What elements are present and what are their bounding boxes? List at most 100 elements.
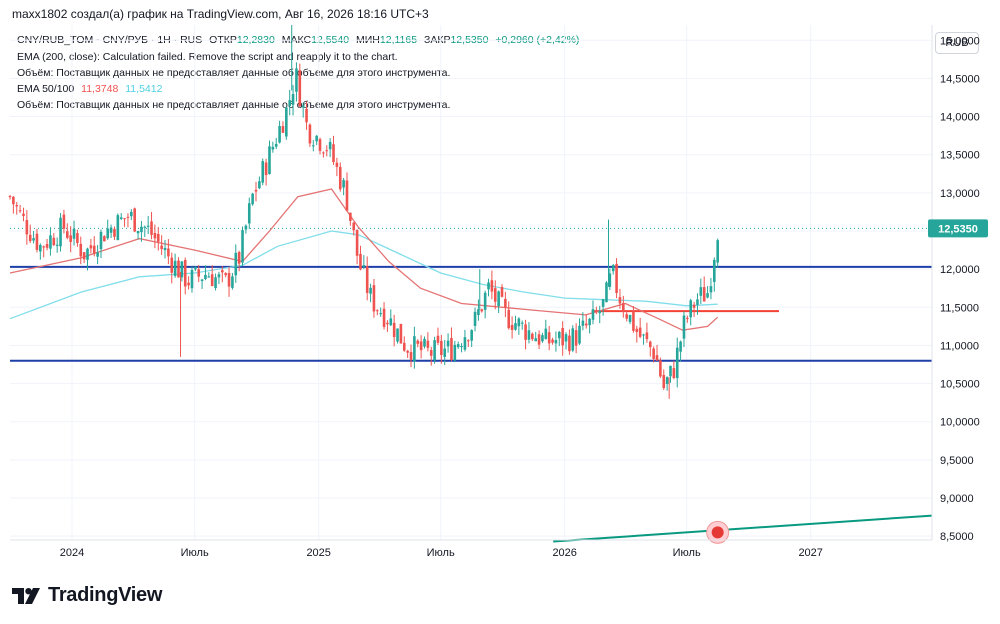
- time-axis: 2024 Июль 2025 Июль 2026 Июль 2027: [10, 539, 932, 559]
- candle-body: [450, 338, 453, 360]
- candle-body: [59, 217, 62, 247]
- candle-body: [716, 240, 719, 263]
- y-tick-label: 13,0000: [940, 188, 980, 200]
- candle-body: [311, 145, 315, 147]
- candle-body: [298, 70, 302, 107]
- candle-body: [231, 276, 234, 288]
- price-chart[interactable]: 15,000014,500014,000013,500013,000012,50…: [0, 25, 1000, 575]
- candle-body: [28, 234, 32, 241]
- candle-body: [109, 227, 113, 233]
- candle-body: [493, 288, 497, 302]
- candle-body: [638, 327, 642, 337]
- candle-body: [574, 330, 578, 346]
- candle-body: [210, 274, 214, 286]
- candle-body: [433, 340, 436, 361]
- candle-body: [460, 346, 463, 348]
- candle-body: [163, 247, 167, 251]
- candle-body: [645, 332, 649, 340]
- y-tick-label: 10,0000: [940, 417, 980, 429]
- candle-body: [126, 216, 130, 218]
- candle-body: [167, 248, 170, 257]
- candle-body: [136, 231, 140, 234]
- candle-body: [611, 265, 615, 272]
- y-tick-label: 10,5000: [940, 379, 980, 391]
- candle-body: [325, 150, 329, 152]
- x-tick-label: Июль: [427, 547, 455, 559]
- y-tick-label: 13,5000: [940, 150, 980, 162]
- candle-body: [386, 322, 389, 325]
- candle-body: [180, 261, 184, 278]
- candle-body: [200, 279, 204, 282]
- candle-body: [615, 263, 618, 293]
- x-tick-label: 2025: [306, 547, 330, 559]
- y-tick-label: 11,5000: [940, 302, 979, 314]
- candle-body: [119, 217, 123, 219]
- candle-body: [578, 325, 581, 344]
- candle-body: [247, 203, 251, 224]
- x-tick-label: 2026: [552, 547, 576, 559]
- candle-body: [443, 348, 447, 357]
- candle-body: [281, 126, 285, 133]
- candle-body: [345, 180, 349, 211]
- candle-body: [682, 315, 686, 339]
- ema-50-100-legend[interactable]: EMA 50/100 11,3748 11,5412: [17, 82, 166, 96]
- candle-body: [328, 141, 332, 150]
- candle-body: [699, 287, 703, 296]
- candle-body: [622, 303, 625, 312]
- candle-body: [130, 211, 133, 217]
- candle-body: [568, 335, 571, 352]
- candle-body: [510, 324, 514, 331]
- candle-body: [352, 222, 356, 231]
- candle-body: [534, 338, 538, 342]
- candle-body: [591, 309, 595, 320]
- candle-body: [662, 374, 666, 389]
- candle-body: [713, 259, 716, 282]
- candle-body: [642, 334, 645, 336]
- candle-body: [669, 365, 672, 377]
- currency-button[interactable]: RUB: [935, 32, 979, 54]
- candle-body: [42, 246, 45, 248]
- last-price-badge: [928, 219, 988, 238]
- candle-body: [52, 237, 56, 246]
- candle-body: [146, 225, 150, 227]
- ema200-legend[interactable]: EMA (200, close): Calculation failed. Re…: [17, 51, 398, 63]
- candle-body: [483, 292, 487, 310]
- ema50-line: [9, 188, 719, 331]
- candle-body: [116, 215, 120, 241]
- candle-body: [237, 252, 241, 264]
- x-tick-label: 2024: [60, 547, 84, 559]
- candle-body: [49, 235, 52, 249]
- candle-body: [177, 260, 180, 278]
- y-tick-label: 11,0000: [940, 340, 979, 352]
- ema100-value: 11,5412: [125, 83, 163, 95]
- candle-body: [625, 314, 628, 319]
- tradingview-logo[interactable]: TradingView: [12, 584, 162, 607]
- tradingview-logo-text: TradingView: [48, 584, 163, 606]
- candle-body: [22, 213, 25, 216]
- candle-body: [342, 180, 345, 188]
- candle-body: [504, 298, 507, 308]
- candle-body: [62, 214, 66, 229]
- candle-body: [170, 257, 174, 273]
- candle-body: [221, 270, 224, 273]
- y-tick-label: 15,0000: [940, 35, 980, 47]
- volume-legend-1[interactable]: Объём: Поставщик данных не предоставляет…: [17, 67, 451, 79]
- candle-body: [392, 322, 396, 338]
- candle-body: [544, 328, 548, 339]
- candle-body: [156, 233, 160, 242]
- candle-body: [369, 287, 372, 294]
- candle-body: [79, 243, 83, 257]
- candle-body: [322, 152, 325, 154]
- volume-legend-2[interactable]: Объём: Поставщик данных не предоставляет…: [17, 99, 451, 111]
- last-price-badge-group: 12,5350: [928, 219, 988, 238]
- candle-body: [473, 311, 477, 326]
- candle-body: [679, 341, 682, 352]
- candle-body: [89, 245, 93, 249]
- candle-body: [467, 340, 470, 342]
- candle-body: [234, 252, 238, 276]
- candle-body: [402, 342, 406, 351]
- candle-body: [39, 245, 42, 252]
- candle-body: [288, 100, 292, 106]
- candle-body: [197, 269, 201, 277]
- candle-body: [241, 230, 244, 263]
